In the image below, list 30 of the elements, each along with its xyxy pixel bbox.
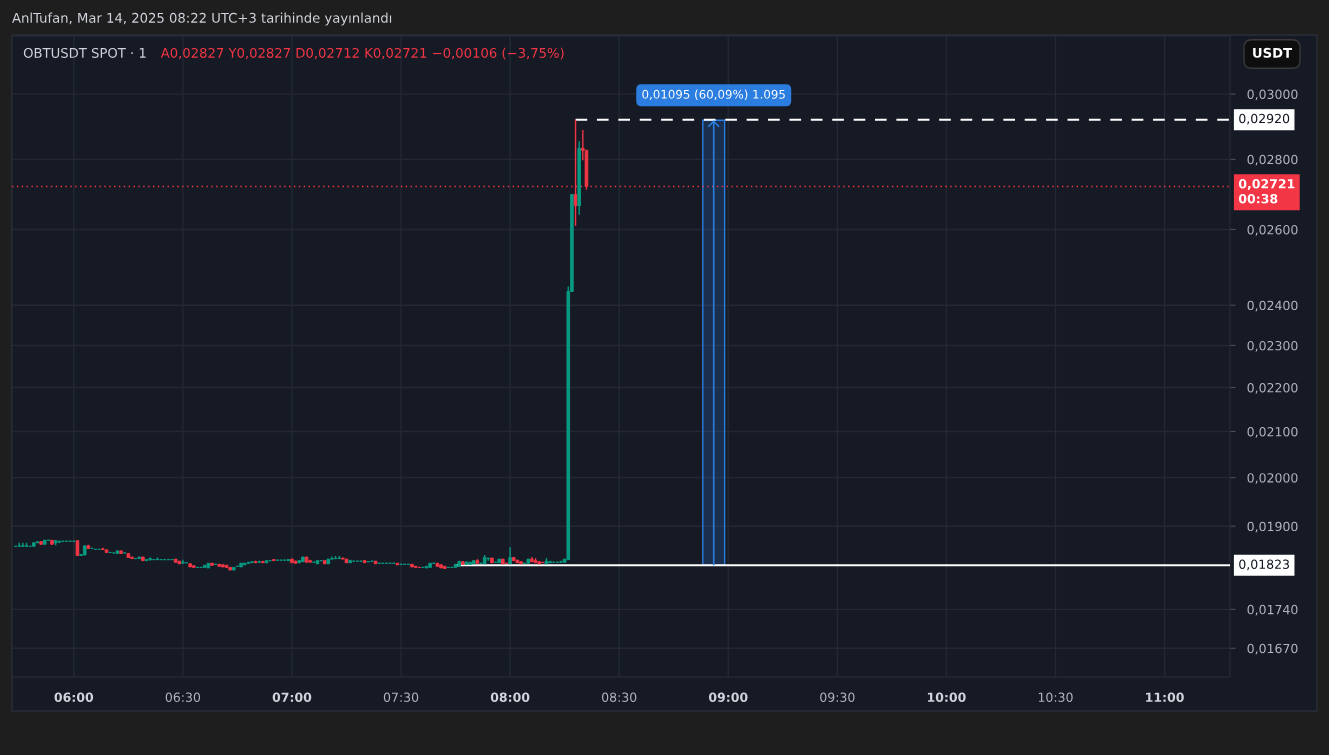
data-label: 0,02920 [1239,113,1290,125]
y-tick-label: 0,02800 [1247,154,1298,166]
x-tick-label: 10:30 [1038,692,1073,702]
text: A0,02827 Y0,02827 D0,02712 K0,02721 −0,00106 (−3,75%) [160,47,564,60]
y-tick-label: 0,02300 [1247,340,1298,352]
y-axis-title: USDT [1253,47,1293,58]
y-tick-label: 0,01670 [1247,643,1298,655]
x-tick-label: 06:30 [165,692,201,702]
ref-line-label: 0,02721 00:38 [1238,179,1295,204]
y-tick-label: 0,02000 [1247,473,1298,484]
x-tick-label: 10:00 [927,692,966,702]
x-tick-label: 09:00 [708,692,748,702]
y-tick-label: 0,02200 [1247,382,1298,394]
y-tick-label: 0,01900 [1247,521,1298,533]
data-label: 0,01823 [1239,559,1290,571]
y-tick-label: 0,02600 [1247,224,1298,236]
data-label: 0,01095 (60,09%) 1.095 [642,89,785,101]
y-tick-label: 0,02100 [1247,426,1298,438]
y-tick-label: 0,02400 [1247,300,1298,312]
text: OBTUSDT SPOT · 1 [23,47,146,58]
y-tick-label: 0,03000 [1247,89,1298,101]
text: AnlTufan, Mar 14, 2025 08:22 UTC+3 tarihinde yayınlandı [12,12,392,26]
y-tick-label: 0,01740 [1247,604,1298,616]
x-tick-label: 07:30 [383,692,419,702]
x-tick-label: 08:30 [601,692,637,702]
x-tick-label: 09:30 [820,692,855,702]
x-tick-label: 06:00 [54,692,94,702]
x-tick-label: 08:00 [490,692,530,702]
x-tick-label: 11:00 [1146,692,1184,702]
x-tick-label: 07:00 [272,692,312,702]
